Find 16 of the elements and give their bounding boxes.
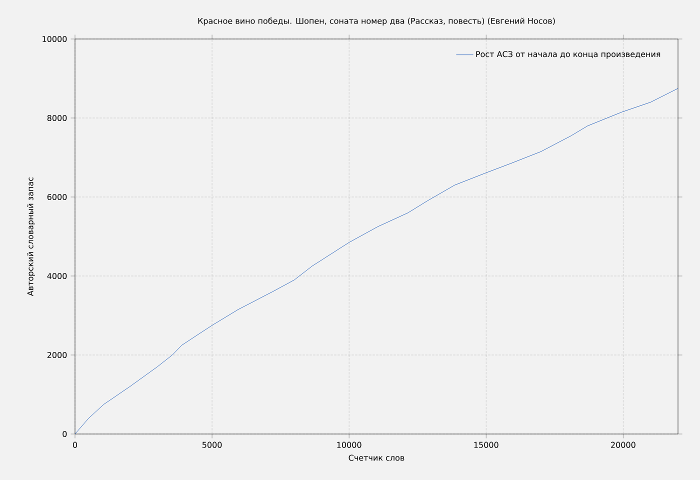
- y-tick-label: 8000: [47, 114, 67, 122]
- y-tick-label: 2000: [47, 352, 67, 358]
- chart-title: Красное вино победы. Шопен, соната номер два (Рассказ, повесть) (Евгений Носов): [198, 18, 555, 26]
- x-tick-label: 10000: [337, 442, 362, 448]
- y-axis-title: Авторский словарный запас: [27, 177, 35, 296]
- x-tick-label: 15000: [474, 442, 498, 448]
- x-tick-label: 20000: [611, 442, 636, 448]
- legend-label: Рост АСЗ от начала до конца произведения: [476, 51, 660, 59]
- x-axis-title: Счетчик слов: [348, 454, 404, 461]
- y-tick-label: 10000: [42, 36, 67, 42]
- line-series: [75, 88, 678, 434]
- y-tick-label: 6000: [47, 194, 67, 200]
- y-tick-label: 4000: [47, 272, 67, 280]
- y-tick-label: 0: [62, 430, 67, 438]
- x-tick-label: 5000: [202, 442, 222, 448]
- x-tick-label: 0: [72, 442, 78, 448]
